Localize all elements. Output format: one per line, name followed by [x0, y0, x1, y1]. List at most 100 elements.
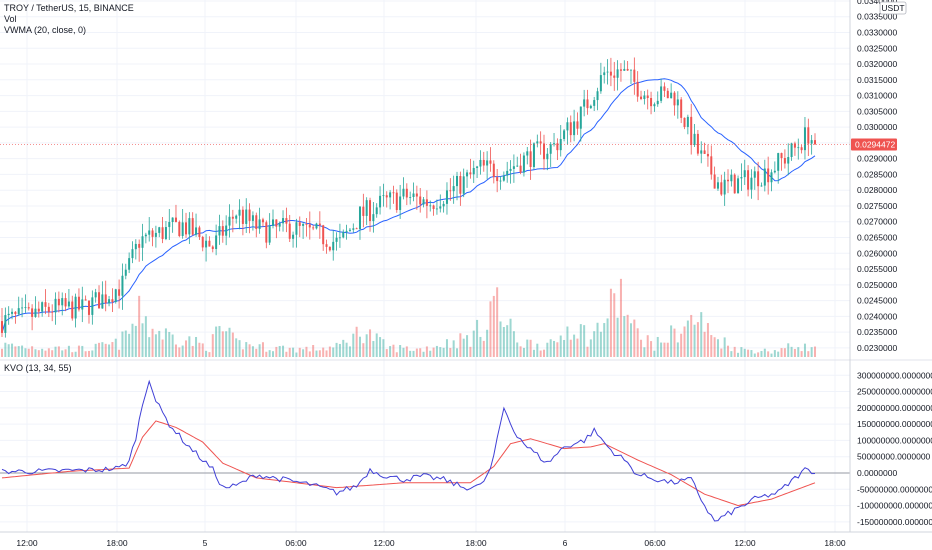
candle-body [265, 222, 268, 243]
volume-bar [7, 344, 10, 357]
volume-bar [412, 350, 415, 357]
candle-body [415, 193, 418, 197]
price-tick-label: 0.0235000 [857, 327, 897, 337]
candle-body [660, 86, 663, 101]
kvo-legend[interactable]: KVO (13, 34, 55) [4, 363, 72, 373]
candle-body [225, 225, 228, 236]
candle-body [713, 174, 716, 189]
candle-body [211, 246, 214, 250]
volume-bar [108, 344, 111, 357]
volume-bar [516, 342, 519, 357]
volume-bar [158, 330, 161, 357]
candle-body [703, 150, 706, 154]
candle-body [77, 296, 80, 310]
candle-body [462, 176, 465, 194]
vwma-legend[interactable]: VWMA (20, close, 0) [4, 25, 87, 35]
volume-bar [629, 323, 632, 357]
candle-body [466, 172, 469, 177]
volume-bar [389, 346, 392, 357]
volume-bar [285, 351, 288, 357]
candle-body [569, 122, 572, 136]
volume-bar [0, 348, 4, 357]
candle-body [11, 311, 14, 314]
volume-bar [499, 321, 502, 357]
candle-body [573, 121, 576, 136]
candle-body [690, 116, 693, 145]
candle-body [522, 155, 525, 173]
volume-bar [496, 287, 499, 357]
candle-body [302, 223, 305, 226]
candle-body [763, 168, 766, 186]
candle-body [31, 308, 34, 317]
time-tick-label: 12:00 [373, 538, 395, 548]
candle-body [188, 218, 191, 235]
candle-body [405, 188, 408, 198]
volume-bar [813, 346, 817, 357]
candle-body [629, 69, 632, 71]
kvo-tick-label: 150000000.0000000 [857, 419, 932, 429]
time-axis[interactable]: 12:00 18:00 5 06:00 12:00 18:00 6 06:00 12:00 18:… [16, 538, 846, 548]
symbol-title[interactable]: TROY / TetherUS, 15, BINANCE [4, 3, 134, 13]
volume-bar [188, 336, 191, 357]
candle-body [271, 219, 275, 226]
price-tick-label: 0.0240000 [857, 311, 897, 321]
volume-bar [358, 336, 361, 357]
candle-body [185, 222, 188, 235]
volume-bar [442, 347, 445, 357]
volume-bar [379, 337, 382, 357]
volume-bar [332, 347, 335, 357]
volume-bar [603, 323, 606, 357]
candle-body [24, 307, 27, 309]
candle-body [556, 143, 559, 151]
candle-body [733, 174, 736, 194]
volume-bar [646, 335, 649, 357]
candle-body [338, 237, 341, 239]
volume-bar [409, 350, 412, 357]
candle-body [563, 130, 566, 140]
candle-body [114, 289, 117, 303]
volume-bar [529, 339, 532, 357]
volume-bar [549, 339, 552, 357]
volume-bar [680, 333, 683, 357]
last-price-tag[interactable]: 0.0294472 [851, 138, 897, 151]
volume-legend[interactable]: Vol [4, 14, 17, 24]
candle-body [633, 69, 636, 82]
volume-bar [596, 322, 599, 357]
volume-bar [11, 343, 14, 357]
volume-bar [476, 319, 479, 357]
kvo-axis[interactable]: 300000000.0000000 250000000.0000000 200000… [857, 370, 932, 527]
candle-body [298, 222, 301, 226]
price-axis[interactable]: 0.0340000 0.0335000 0.0330000 0.0325000 0.03… [857, 0, 897, 353]
volume-bar [703, 331, 706, 357]
volume-bar [131, 323, 134, 357]
volume-bar [613, 293, 616, 357]
candle-body [435, 208, 438, 210]
volume-bar [308, 351, 311, 357]
currency-badge[interactable]: USDT [879, 1, 907, 15]
candle-body [144, 234, 147, 237]
candle-body [84, 299, 87, 301]
volume-bar [94, 343, 97, 357]
candle-body [328, 246, 331, 251]
volume-bar [676, 342, 679, 357]
volume-bar [81, 345, 84, 357]
candle-body [399, 196, 402, 211]
volume-bar [77, 345, 80, 357]
candle-body [0, 321, 4, 333]
candle-body [559, 139, 562, 151]
volume-bar [660, 342, 663, 357]
candle-body [375, 207, 378, 215]
candle-body [492, 163, 495, 178]
volume-bar [218, 326, 221, 357]
volume-bar [238, 340, 241, 357]
volume-bar [161, 339, 164, 357]
candle-body [322, 225, 325, 245]
candle-body [813, 140, 817, 145]
volume-bar [372, 341, 375, 357]
price-tick-label: 0.0245000 [857, 296, 897, 306]
volume-bar [800, 351, 803, 357]
candle-body [663, 86, 666, 91]
volume-bar [275, 346, 278, 357]
candle-body [750, 177, 753, 190]
